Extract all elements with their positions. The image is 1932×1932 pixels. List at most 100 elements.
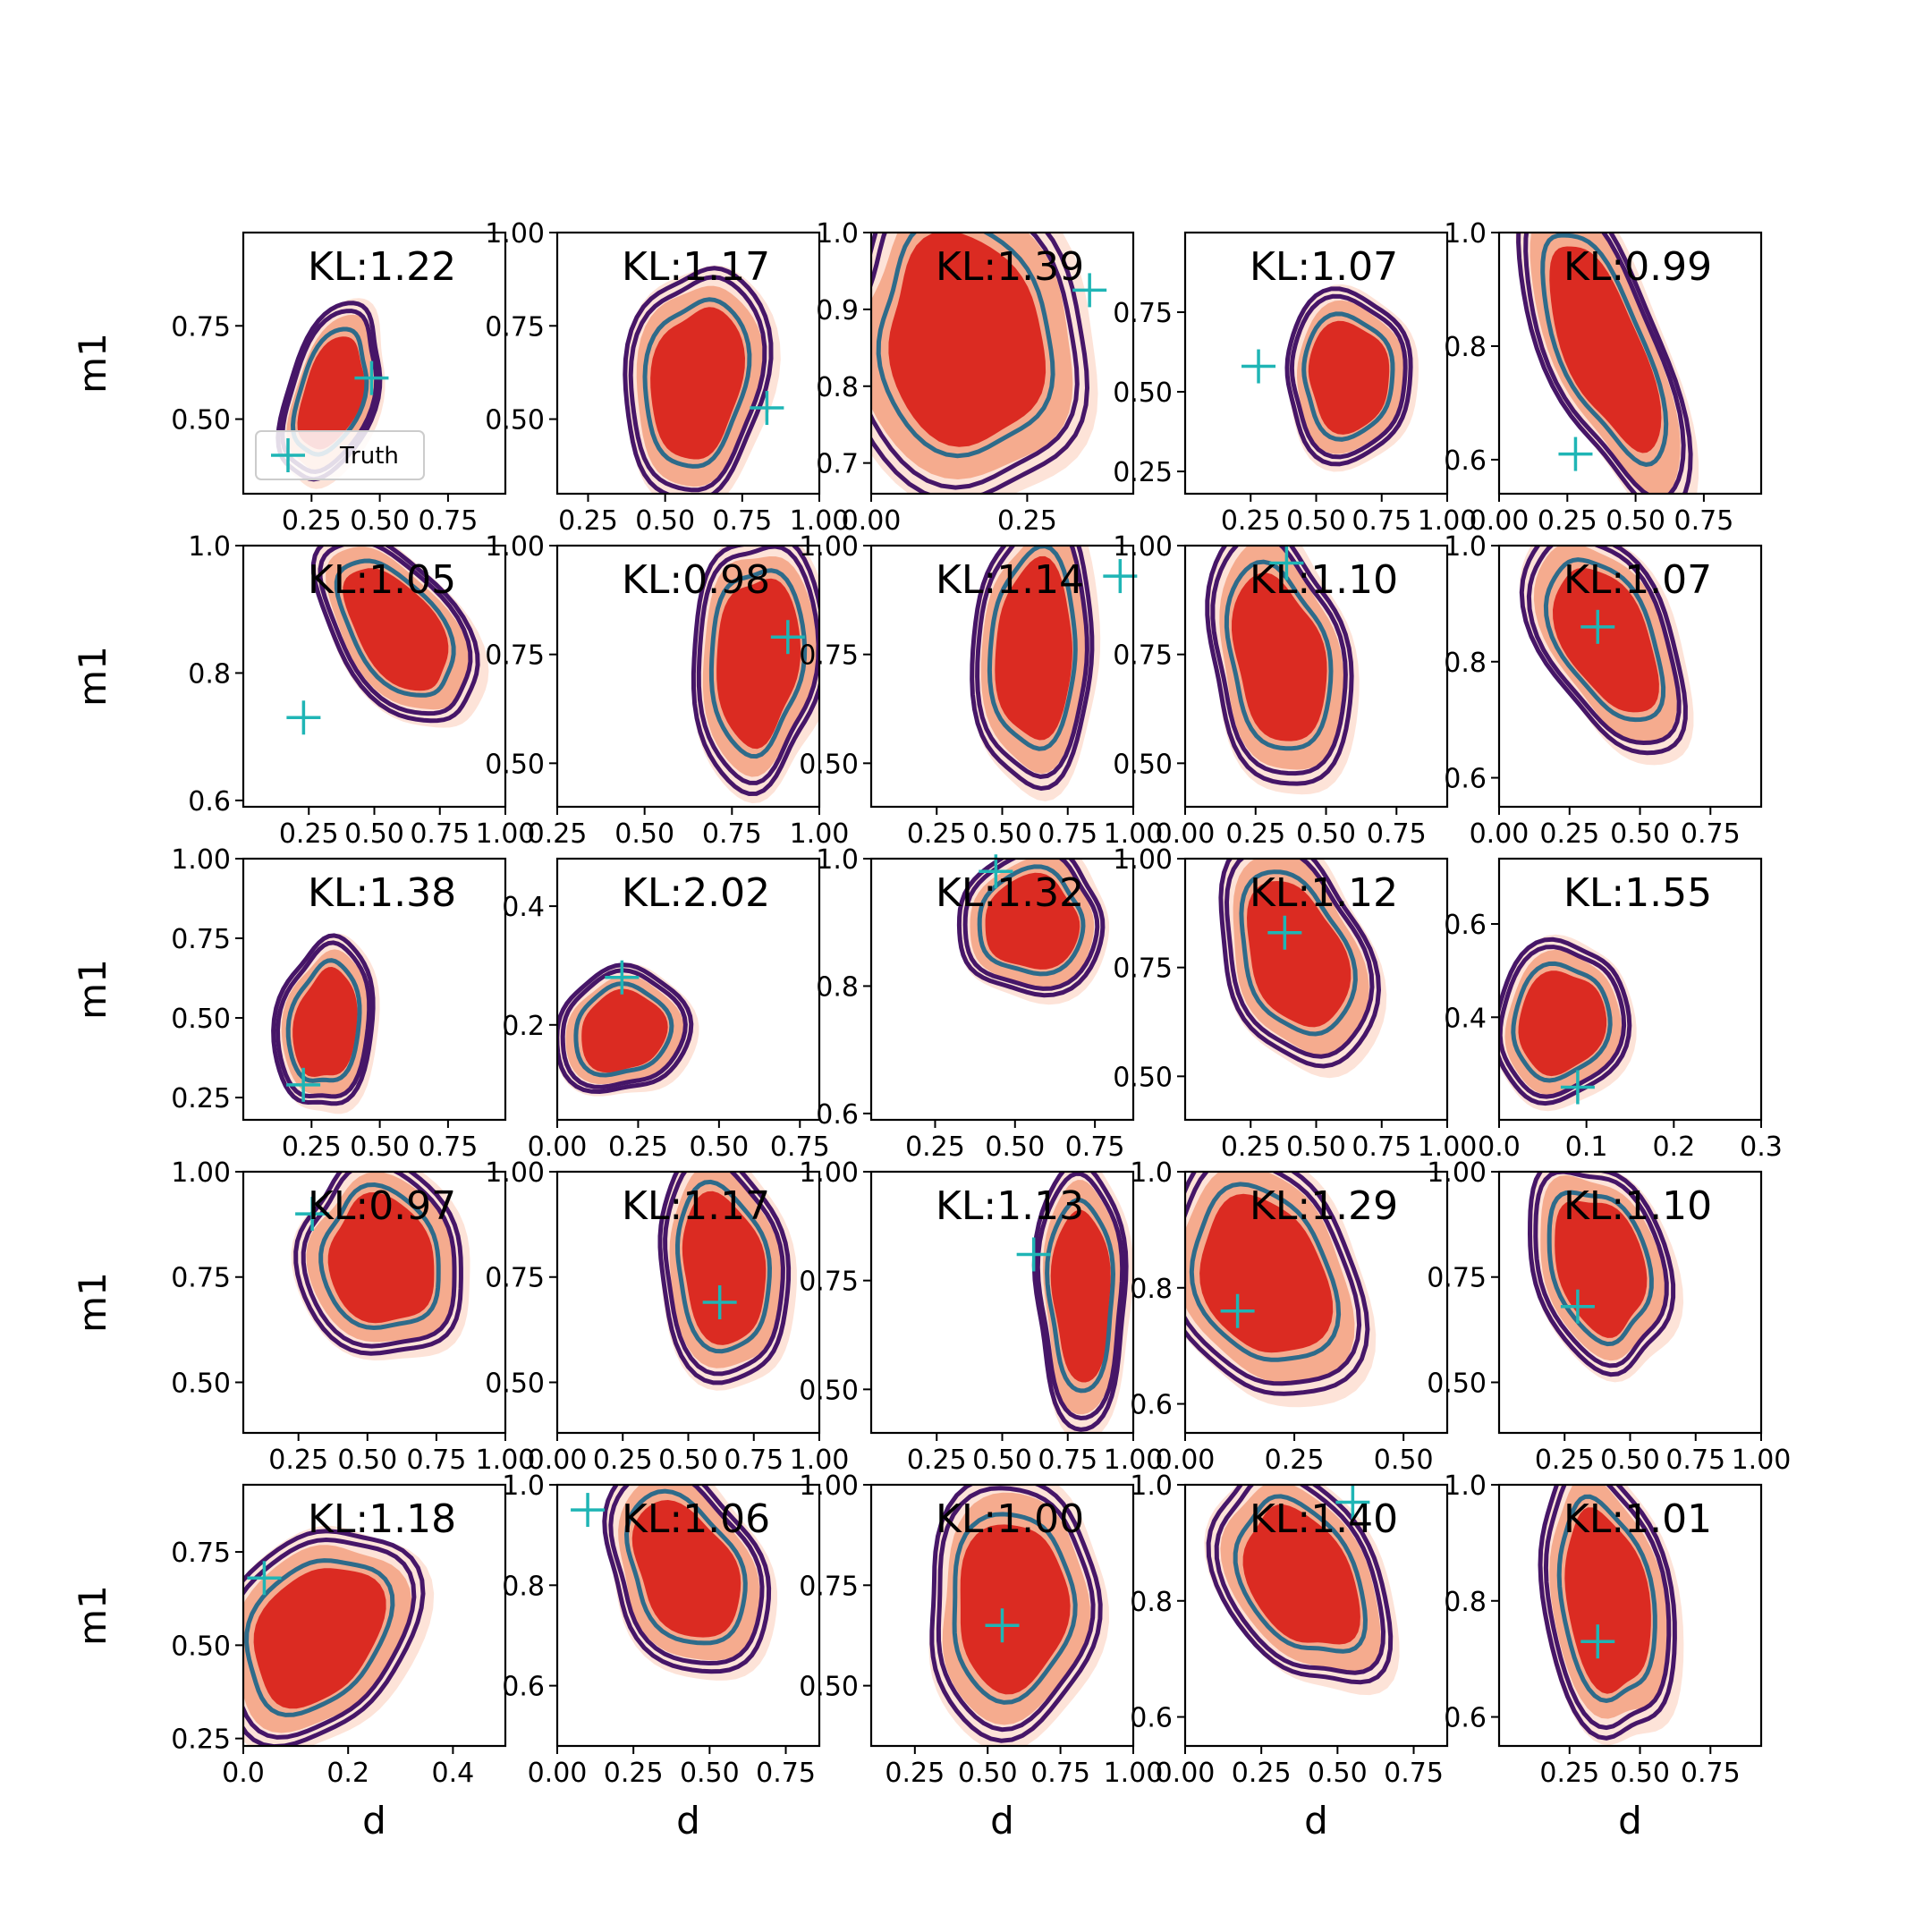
kl-annotation: KL:1.10 xyxy=(1563,1183,1712,1229)
contour-outer-2 xyxy=(975,546,1089,779)
contour-inner xyxy=(623,1488,748,1646)
kl-annotation: KL:1.07 xyxy=(1250,244,1398,290)
x-tick-label: 0.75 xyxy=(712,505,772,537)
x-tick-label: 0.25 xyxy=(558,505,618,537)
y-tick-label: 0.50 xyxy=(1113,749,1173,780)
y-tick-label: 0.75 xyxy=(171,311,231,343)
contour-outer-2 xyxy=(663,1172,785,1377)
contour-outer-1 xyxy=(271,933,376,1106)
contour-outer-1 xyxy=(1206,1485,1394,1685)
x-tick-label: 0.50 xyxy=(1610,1758,1670,1789)
x-tick-label: 1.00 xyxy=(1104,1445,1164,1476)
y-tick-label: 1.00 xyxy=(799,1470,859,1502)
kl-annotation: KL:1.05 xyxy=(308,557,456,603)
x-tick-label: 0.25 xyxy=(1225,818,1285,850)
panel-22: 0.25 0.50 0.75 1.00 0.50 0.75 1.00 KL:1.00 d xyxy=(799,1470,1163,1843)
x-tick-label: 0.50 xyxy=(958,1758,1018,1789)
fill-inner xyxy=(1553,567,1659,713)
contour-outer-1 xyxy=(1218,859,1382,1069)
y-tick-label: 1.0 xyxy=(502,1470,545,1502)
kl-annotation: KL:1.39 xyxy=(936,244,1084,290)
y-tick-label: 0.75 xyxy=(485,640,545,672)
density-contours xyxy=(1527,1172,1684,1383)
fill-inner xyxy=(1518,970,1607,1077)
kl-annotation: KL:1.38 xyxy=(308,870,456,916)
fill-inner xyxy=(1232,572,1327,741)
fill-inner xyxy=(1199,1193,1334,1353)
contour-outer-2 xyxy=(1526,546,1682,746)
y-tick-label: 0.75 xyxy=(1113,640,1173,672)
fill-inner xyxy=(581,988,668,1073)
y-axis-label: m1 xyxy=(71,1585,114,1646)
density-contours xyxy=(602,1485,777,1681)
truth-marker xyxy=(571,1493,606,1528)
y-tick-label: 0.75 xyxy=(485,311,545,343)
contour-outer-2 xyxy=(1499,945,1627,1099)
contour-inner xyxy=(1239,869,1358,1037)
fill-inner xyxy=(297,336,365,450)
x-tick-label: 0.1 xyxy=(1565,1131,1608,1163)
density-contours xyxy=(970,546,1101,801)
x-tick-label: 0.75 xyxy=(724,1445,784,1476)
x-tick-label: 0.25 xyxy=(997,505,1057,537)
truth-marker xyxy=(1580,1624,1615,1659)
panel-5: 0.25 0.50 0.75 1.00 0.6 0.8 1.0 KL:1.05 m1 xyxy=(71,531,535,850)
x-tick-label: 0.25 xyxy=(1539,1758,1599,1789)
x-tick-label: 0.50 xyxy=(689,1131,749,1163)
x-tick-label: 0.3 xyxy=(1740,1131,1783,1163)
x-tick-label: 0.75 xyxy=(1030,1758,1090,1789)
density-contours xyxy=(1205,546,1360,795)
axes-frame xyxy=(242,1483,507,1748)
legend: Truth xyxy=(255,430,425,480)
contour-inner xyxy=(1301,311,1395,442)
fill-inner xyxy=(631,1500,741,1638)
y-tick-label: 1.0 xyxy=(1444,531,1487,563)
x-tick-label: 0.00 xyxy=(1156,818,1216,850)
fill-inner xyxy=(960,1524,1071,1695)
y-tick-label: 0.8 xyxy=(816,971,859,1003)
fill-inner xyxy=(1050,1209,1111,1383)
axes-frame xyxy=(555,231,821,496)
y-tick-label: 0.50 xyxy=(799,1375,859,1406)
x-tick-label: 0.25 xyxy=(907,818,967,850)
density-contours xyxy=(1499,934,1637,1112)
contour-outer-1 xyxy=(1185,1172,1370,1396)
x-tick-label: 0.75 xyxy=(1674,505,1734,537)
panel-24: 0.25 0.50 0.75 0.6 0.8 1.0 KL:1.01 d xyxy=(1444,1470,1763,1843)
kl-annotation: KL:1.10 xyxy=(1250,557,1398,603)
x-tick-label: 0.50 xyxy=(337,1445,397,1476)
contour-outer-2 xyxy=(560,968,688,1089)
kl-annotation: KL:1.14 xyxy=(936,557,1084,603)
contour-inner xyxy=(708,568,808,759)
density-contours xyxy=(1031,1172,1133,1433)
x-tick-label: 0.25 xyxy=(885,1758,945,1789)
kl-annotation: KL:0.99 xyxy=(1563,244,1712,290)
contour-outer-2 xyxy=(1523,233,1686,494)
y-tick-label: 0.8 xyxy=(816,372,859,403)
x-tick-label: 0.75 xyxy=(1038,1445,1097,1476)
panel-2: 0.00 0.25 0.7 0.8 0.9 1.0 KL:1.39 xyxy=(816,218,1135,537)
kl-annotation: KL:1.17 xyxy=(622,244,770,290)
panel-12: 0.25 0.50 0.75 0.6 0.8 1.0 KL:1.32 xyxy=(816,844,1135,1163)
x-tick-label: 0.75 xyxy=(1681,1758,1741,1789)
density-contours xyxy=(956,859,1110,1005)
contour-inner xyxy=(1543,557,1666,723)
contour-outer-1 xyxy=(956,859,1106,998)
y-tick-label: 0.50 xyxy=(1427,1368,1487,1399)
density-contours xyxy=(243,1525,435,1746)
axes-frame xyxy=(1183,1170,1449,1435)
x-tick-label: 0.0 xyxy=(1478,1131,1521,1163)
y-tick-label: 1.0 xyxy=(1444,1470,1487,1502)
y-tick-label: 0.75 xyxy=(485,1263,545,1294)
axes-frame xyxy=(869,857,1135,1122)
density-contours xyxy=(871,233,1098,494)
fill-inner xyxy=(716,578,801,750)
x-tick-label: 1.00 xyxy=(1732,1445,1792,1476)
truth-marker xyxy=(1267,915,1302,950)
x-tick-label: 0.50 xyxy=(972,1445,1032,1476)
x-tick-label: 0.25 xyxy=(282,1131,342,1163)
density-contours xyxy=(310,546,489,728)
density-contours xyxy=(657,1172,797,1391)
y-tick-label: 1.00 xyxy=(1427,1157,1487,1189)
